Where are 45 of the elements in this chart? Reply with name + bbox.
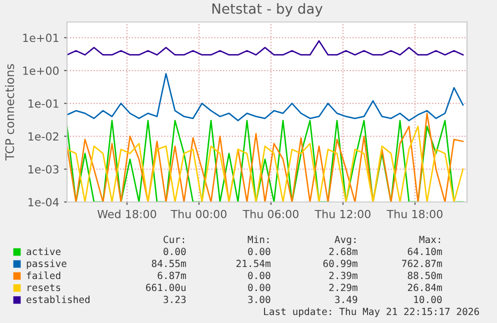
text: Max: <box>419 236 440 244</box>
text: Cur: <box>164 236 184 244</box>
line-series <box>67 73 464 122</box>
text: Min: <box>248 236 269 243</box>
x-tick-label: Thu 18:00 <box>386 210 442 218</box>
y-axis-title: TCP connections <box>5 64 14 160</box>
legend-label: passive <box>26 260 66 270</box>
text: 10.00 <box>414 296 442 304</box>
text: 0.00 <box>248 272 270 280</box>
text: 661.00u <box>146 284 186 292</box>
text: 6.87m <box>158 272 186 280</box>
legend-label: resets <box>28 284 60 292</box>
text: 762.87m <box>402 260 442 268</box>
text: 0.00 <box>164 248 186 256</box>
line-series <box>67 40 464 56</box>
text: Avg: <box>334 236 356 246</box>
x-tick-label: Thu 00:00 <box>170 210 226 218</box>
text: 21.54m <box>236 260 270 268</box>
text: 3.23 <box>164 296 186 304</box>
text: 0.00 <box>248 248 270 256</box>
text: 64.10m <box>408 248 442 256</box>
text: 60.99m <box>323 260 358 268</box>
y-tick-label: 1e+01 <box>23 34 58 42</box>
x-tick-label: Wed 18:00 <box>97 210 156 218</box>
legend-label: active <box>26 248 61 256</box>
text: 2.29m <box>329 284 358 292</box>
legend-label: failed <box>26 272 60 280</box>
text: 26.84m <box>408 284 442 292</box>
y-tick-label: 1e-01 <box>28 99 58 108</box>
legend-label: established <box>26 296 90 304</box>
text: Last update: Thu May 21 22:15:17 2026 <box>264 308 479 318</box>
text: 2.68m <box>329 248 358 256</box>
y-tick-label: 1e+00 <box>23 66 59 75</box>
text: 2.39m <box>329 272 358 280</box>
text: 3.49 <box>335 296 358 304</box>
y-tick-label: 1e-03 <box>28 165 58 174</box>
x-tick-label: Thu 12:00 <box>314 210 370 218</box>
x-tick-label: Thu 06:00 <box>242 210 298 218</box>
chart-title: Netstat - by day <box>212 3 323 17</box>
text: 3.00 <box>248 296 270 304</box>
text: 88.50m <box>408 272 442 280</box>
text: 0.00 <box>248 284 270 292</box>
text: 84.55m <box>152 260 186 268</box>
y-tick-label: 1e-02 <box>28 132 58 141</box>
y-tick-label: 1e-04 <box>28 198 59 206</box>
